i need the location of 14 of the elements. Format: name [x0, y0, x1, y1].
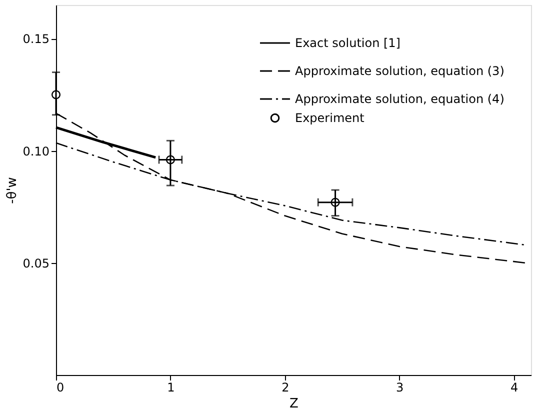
x-axis-title: Z	[290, 396, 299, 412]
legend-label: Approximate solution, equation (3)	[295, 64, 504, 78]
legend-label: Exact solution [1]	[295, 36, 400, 50]
legend-label: Experiment	[295, 111, 365, 125]
x-tick-label: 3	[396, 380, 404, 394]
legend-label: Approximate solution, equation (4)	[295, 92, 504, 106]
x-tick-label: 1	[167, 380, 175, 394]
x-tick-label: 0	[56, 380, 64, 394]
y-tick-label: 0.15	[22, 32, 50, 46]
x-tick-label: 4	[510, 380, 518, 394]
x-tick-label: 2	[282, 380, 290, 394]
y-tick-label: 0.10	[22, 144, 50, 158]
y-axis-title: -θ'w	[4, 176, 20, 204]
y-tick-label: 0.05	[22, 256, 50, 270]
